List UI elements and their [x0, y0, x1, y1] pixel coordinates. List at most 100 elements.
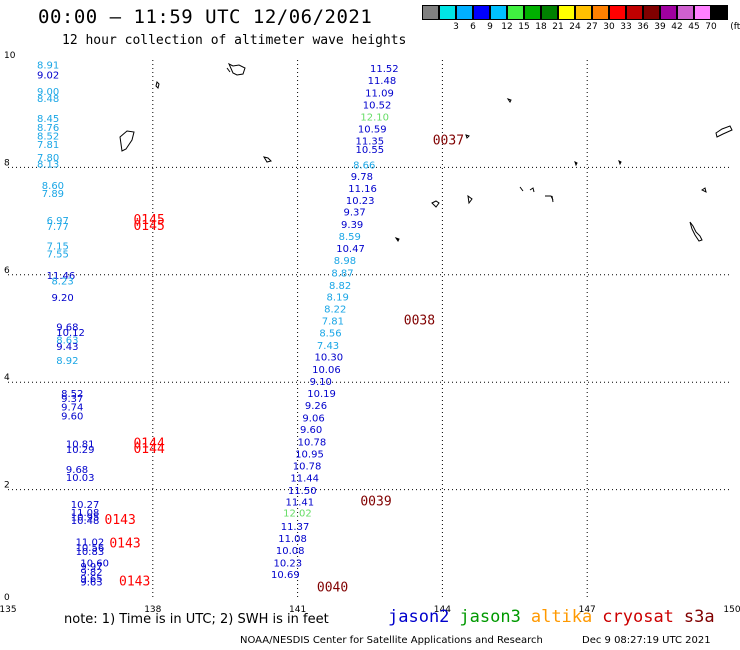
- wave-height-label: 7.55: [47, 250, 69, 261]
- wave-height-label: 9.02: [37, 70, 59, 81]
- wave-height-label: 10.59: [358, 124, 387, 135]
- island-outline: [394, 237, 400, 242]
- chart-subtitle: 12 hour collection of altimeter wave hei…: [62, 33, 407, 48]
- wave-height-label: 11.37: [281, 522, 310, 533]
- legend-value-label: 70: [705, 22, 717, 32]
- x-tick-label: 138: [144, 605, 161, 615]
- wave-height-label: 10.78: [293, 462, 322, 473]
- time-label: 0145: [133, 219, 164, 234]
- wave-height-label: 11.02: [76, 537, 105, 548]
- credit-text: NOAA/NESDIS Center for Satellite Applica…: [240, 635, 543, 646]
- y-tick-label: 0: [4, 593, 10, 603]
- time-label: 0144: [133, 437, 164, 452]
- legend-swatch: [558, 5, 575, 20]
- axis-ticks: 135 138 141 144 147 150 0 2 4 6 8 10: [0, 51, 740, 615]
- wave-height-label: 9.39: [341, 220, 363, 231]
- wave-height-label: 8.87: [331, 268, 353, 279]
- time-label: 0040: [317, 581, 348, 596]
- legend-swatch: [490, 5, 507, 20]
- legend-value-label: 9: [487, 22, 493, 32]
- wave-height-label: 10.69: [271, 570, 300, 581]
- wave-height-label: 10.23: [346, 196, 375, 207]
- wave-height-label: 10.29: [66, 445, 95, 456]
- wave-height-label: 9.26: [305, 401, 327, 412]
- wave-height-label: 11.35: [356, 136, 385, 147]
- wave-height-label: 10.27: [71, 500, 100, 511]
- grid-lines: [8, 60, 732, 597]
- wave-height-label: 11.16: [348, 184, 377, 195]
- legend-value-label: 42: [671, 22, 683, 32]
- legend-value-label: 36: [637, 22, 649, 32]
- wave-height-labels: 8.919.029.008.488.458.768.527.817.808.13…: [37, 61, 399, 589]
- wave-height-label: 11.46: [47, 271, 76, 282]
- legend-swatch: [711, 5, 728, 20]
- y-tick-label: 6: [4, 266, 10, 276]
- wave-height-label: 8.92: [56, 356, 78, 367]
- island-outline: [465, 134, 470, 139]
- y-tick-label: 4: [4, 373, 10, 383]
- legend-swatch: [439, 5, 456, 20]
- wave-height-label: 8.59: [339, 232, 361, 243]
- wave-height-label: 11.08: [278, 534, 307, 545]
- satellite-legend: jason2 jason3 altika cryosat s3a: [388, 607, 725, 627]
- wave-height-label: 11.52: [370, 64, 399, 75]
- wave-height-label: 7.81: [37, 140, 59, 151]
- legend-swatch: [524, 5, 541, 20]
- wave-height-label: 10.48: [71, 516, 100, 527]
- wave-height-label: 10.06: [312, 365, 341, 376]
- wave-height-label: 9.65: [80, 574, 102, 585]
- y-tick-label: 10: [4, 51, 16, 61]
- wave-height-label: 10.56: [76, 543, 105, 554]
- x-tick-label: 141: [289, 605, 306, 615]
- satellite-name: s3a: [683, 607, 715, 627]
- island-outline: [689, 187, 707, 242]
- wave-height-label: 7.81: [322, 317, 344, 328]
- footer-note: note: 1) Time is in UTC; 2) SWH is in fe…: [64, 612, 329, 627]
- legend-swatch: [660, 5, 677, 20]
- legend-swatch: [592, 5, 609, 20]
- wave-height-label: 8.19: [327, 293, 349, 304]
- wave-height-label: 9.97: [80, 562, 102, 573]
- wave-height-label: 6.97: [47, 216, 69, 227]
- wave-height-label: 7.80: [37, 153, 59, 164]
- island-outline: [506, 98, 512, 103]
- wave-height-label: 10.23: [273, 558, 302, 569]
- wave-height-label: 8.45: [37, 114, 59, 125]
- legend-swatch: [575, 5, 592, 20]
- coastline-outlines: [119, 62, 733, 242]
- wave-height-label: 8.91: [37, 61, 59, 72]
- wave-height-label: 7.89: [42, 189, 64, 200]
- color-legend: [422, 5, 728, 20]
- legend-value-label: 33: [620, 22, 632, 32]
- wave-height-label: 7.15: [47, 242, 69, 253]
- time-label: 0037: [433, 133, 464, 148]
- legend-value-label: 21: [552, 22, 564, 32]
- wave-height-label: 8.13: [37, 159, 59, 170]
- island-outline: [431, 186, 535, 208]
- wave-height-label: 8.98: [334, 256, 356, 267]
- island-outline: [574, 160, 622, 167]
- wave-height-label: 9.43: [56, 342, 78, 353]
- wave-height-label: 7.43: [317, 341, 339, 352]
- wave-height-label: 8.63: [56, 336, 78, 347]
- wave-height-label: 10.95: [71, 513, 100, 524]
- wave-height-label: 10.47: [336, 244, 365, 255]
- wave-height-label: 11.41: [286, 498, 315, 509]
- legend-swatch: [694, 5, 711, 20]
- y-tick-label: 8: [4, 158, 10, 168]
- wave-height-label: 10.52: [363, 100, 392, 111]
- satellite-name: jason3: [459, 607, 521, 627]
- wave-height-label: 12.02: [283, 508, 312, 519]
- legend-value-label: 39: [654, 22, 666, 32]
- wave-height-label: 10.95: [295, 449, 324, 460]
- wave-height-label: 12.10: [360, 113, 389, 124]
- legend-value-label: 18: [535, 22, 547, 32]
- wave-height-label: 11.08: [71, 508, 100, 519]
- legend-swatch: [541, 5, 558, 20]
- time-label: 0143: [119, 575, 150, 590]
- wave-height-label: 10.08: [276, 546, 305, 557]
- x-tick-label: 150: [723, 605, 740, 615]
- time-label: 0039: [360, 495, 391, 510]
- wave-height-label: 8.48: [37, 94, 59, 105]
